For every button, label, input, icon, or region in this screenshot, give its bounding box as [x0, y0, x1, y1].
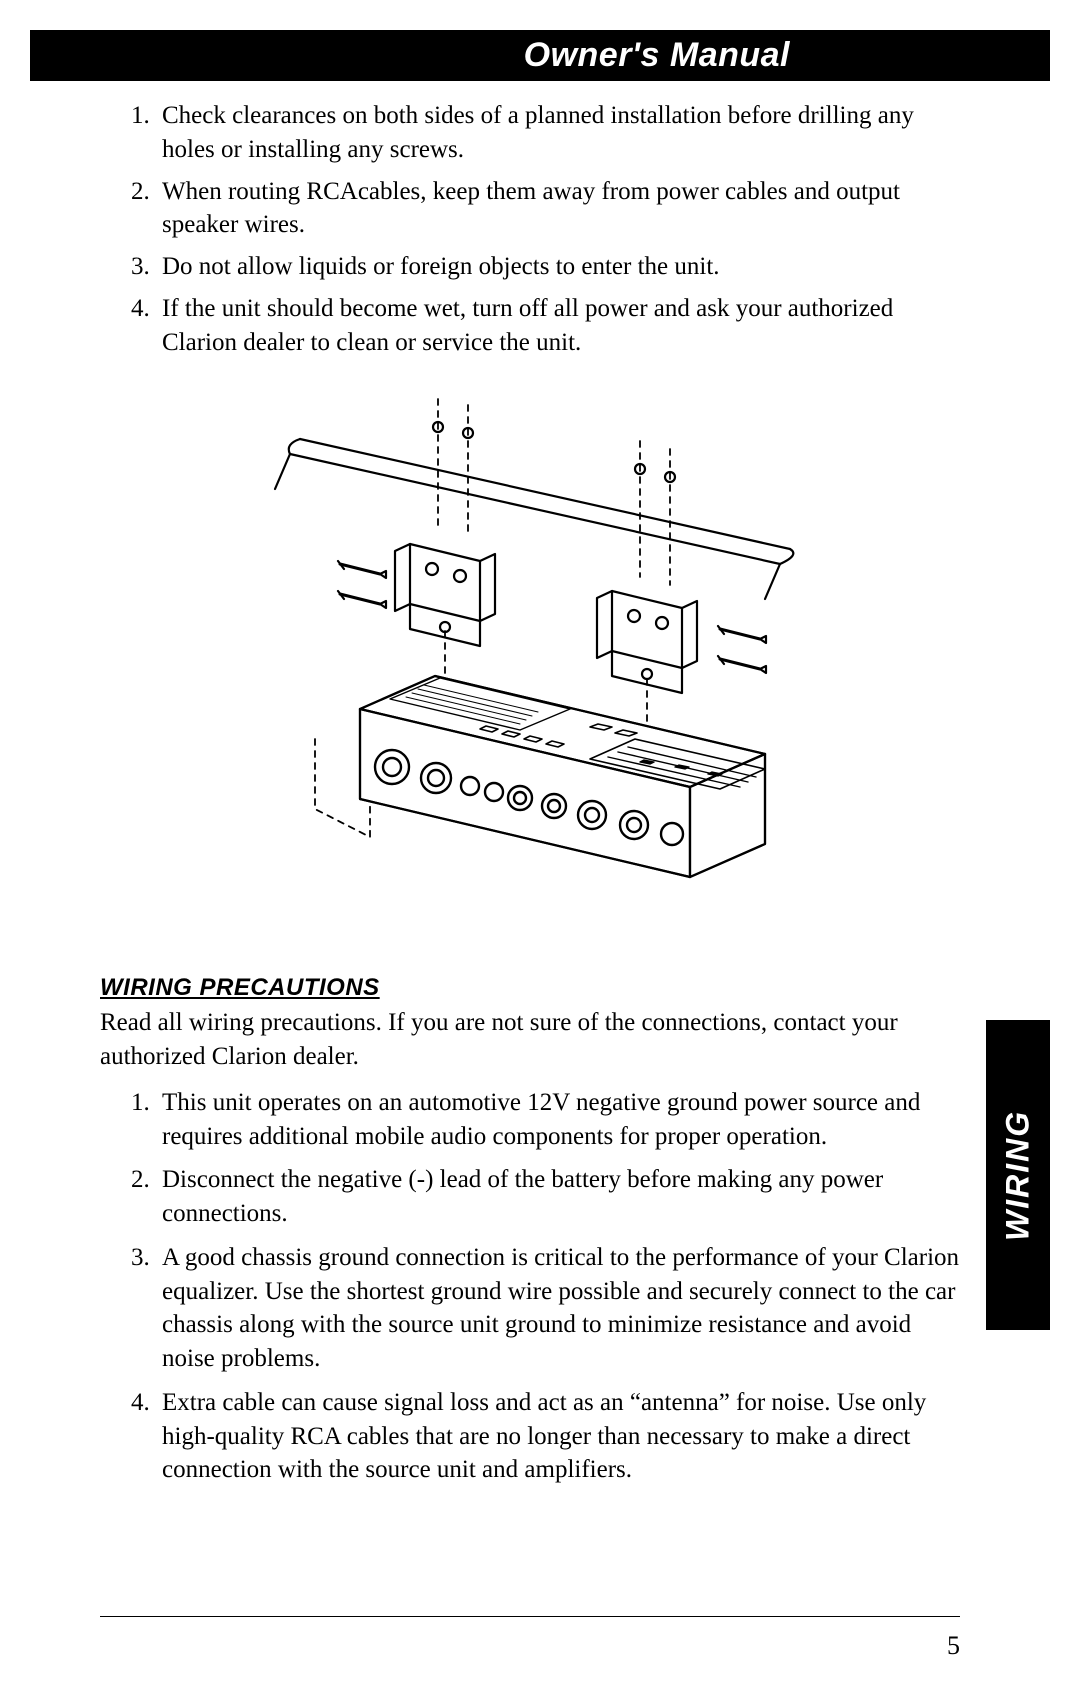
diagram-svg — [220, 369, 840, 929]
installation-precautions-list: Check clearances on both sides of a plan… — [100, 99, 960, 359]
list-item: Extra cable can cause signal loss and ac… — [156, 1386, 960, 1487]
wiring-precautions-heading: WIRING PRECAUTIONS — [100, 974, 960, 1002]
list-item: This unit operates on an automotive 12V … — [156, 1086, 960, 1154]
list-item: When routing RCAcables, keep them away f… — [156, 175, 960, 243]
page-content: Check clearances on both sides of a plan… — [0, 81, 1080, 1487]
header-bar: Owner's Manual — [30, 30, 1050, 81]
page-number: 5 — [947, 1631, 960, 1661]
list-item: Check clearances on both sides of a plan… — [156, 99, 960, 167]
installation-diagram — [100, 369, 960, 934]
side-tab-label: WIRING — [1000, 1109, 1037, 1240]
list-item: If the unit should become wet, turn off … — [156, 292, 960, 360]
list-item: A good chassis ground connection is crit… — [156, 1241, 960, 1376]
header-title: Owner's Manual — [524, 36, 790, 74]
wiring-precautions-intro: Read all wiring precautions. If you are … — [100, 1006, 960, 1074]
footer-rule — [100, 1616, 960, 1617]
wiring-precautions-list: This unit operates on an automotive 12V … — [100, 1086, 960, 1487]
side-tab-wiring: WIRING — [986, 1020, 1050, 1330]
list-item: Do not allow liquids or foreign objects … — [156, 250, 960, 284]
list-item: Disconnect the negative (-) lead of the … — [156, 1163, 960, 1231]
